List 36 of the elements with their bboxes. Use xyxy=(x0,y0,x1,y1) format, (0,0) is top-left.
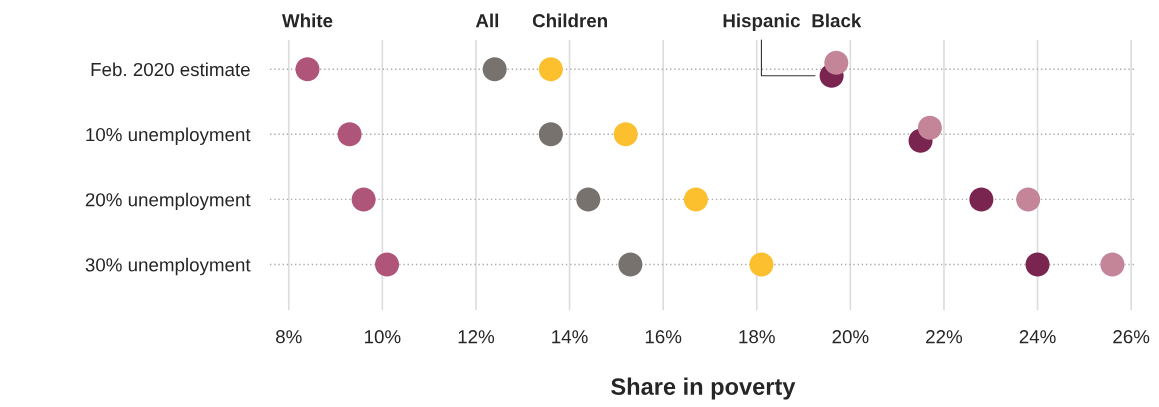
point xyxy=(295,57,320,82)
y-tick-label: 20% unemployment xyxy=(85,192,251,211)
point xyxy=(613,122,638,147)
x-tick-label: 26% xyxy=(1113,330,1150,344)
point xyxy=(538,57,563,82)
series-label: All xyxy=(475,13,499,28)
series-label: Children xyxy=(532,13,607,28)
point xyxy=(482,57,507,82)
x-tick-label: 24% xyxy=(1019,330,1056,344)
y-tick-label: 30% unemployment xyxy=(85,257,251,276)
point xyxy=(1025,252,1050,277)
x-tick-label: 10% xyxy=(365,330,401,344)
x-tick-label: 22% xyxy=(926,330,963,344)
point xyxy=(1016,187,1041,212)
y-tick-label: 10% unemployment xyxy=(86,127,251,145)
point xyxy=(351,187,376,212)
x-tick-label: 12% xyxy=(458,330,495,344)
point xyxy=(683,187,708,212)
point xyxy=(749,252,774,277)
point xyxy=(1100,252,1125,277)
series-label: Black xyxy=(812,13,862,28)
x-tick-label: 16% xyxy=(645,330,682,344)
point xyxy=(969,187,994,212)
x-axis-title: Share in poverty xyxy=(611,377,796,400)
x-tick-label: 20% xyxy=(832,330,869,344)
y-tick-label: Feb. 2020 estimate xyxy=(91,62,250,77)
x-tick-label: 14% xyxy=(552,330,588,344)
point xyxy=(618,252,643,277)
point xyxy=(375,252,400,277)
point xyxy=(337,122,362,147)
series-label: White xyxy=(281,13,333,28)
text: Hispanic xyxy=(723,13,800,32)
x-tick-label: 8% xyxy=(276,330,302,344)
point xyxy=(538,122,563,147)
point xyxy=(576,187,601,212)
x-tick-label: 18% xyxy=(739,330,775,344)
